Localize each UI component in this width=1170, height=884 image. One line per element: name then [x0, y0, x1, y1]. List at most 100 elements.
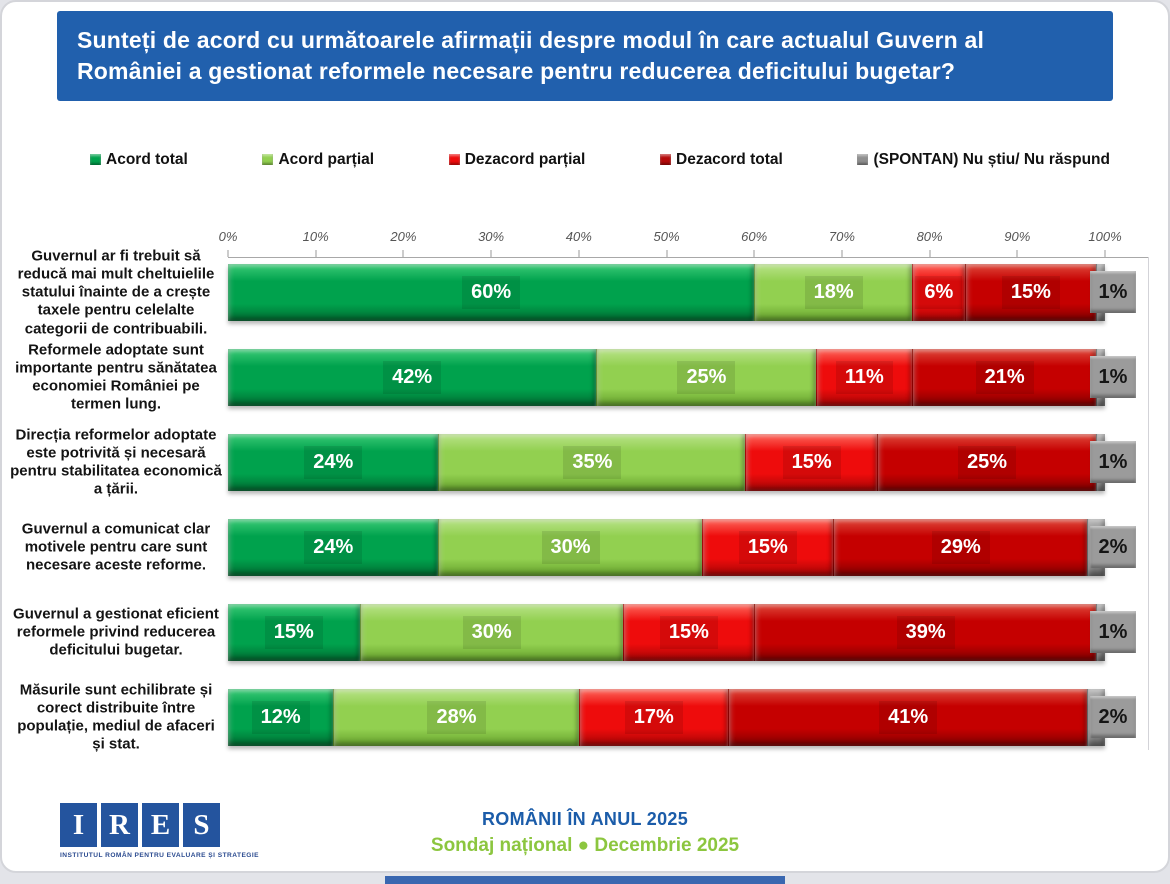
- overhang-value-label: 1%: [1090, 611, 1136, 653]
- axis-tick-mark: [315, 250, 317, 257]
- chart-row: Guvernul ar fi trebuit să reducă mai mul…: [0, 247, 1170, 337]
- segment-value-label: 12%: [251, 701, 310, 734]
- legend-swatch-icon: [448, 154, 460, 165]
- axis-tick-label: 90%: [1004, 229, 1031, 244]
- stacked-bar: 42% 25% 11% 21% 1%: [228, 349, 1136, 406]
- bar-segment: 15%: [745, 434, 877, 491]
- legend-item: Acord parțial: [262, 151, 374, 169]
- segment-value-label: 17%: [624, 701, 683, 734]
- bar-segment: 29%: [833, 519, 1088, 576]
- legend: Acord total Acord parțial Dezacord parți…: [90, 143, 1110, 177]
- bar-segment: 11%: [815, 349, 913, 406]
- axis-line: [228, 257, 1148, 258]
- legend-swatch-icon: [262, 154, 274, 165]
- segment-value-label: 30%: [462, 616, 521, 649]
- axis-tick-label: 0%: [218, 229, 238, 244]
- survey-title: ROMÂNII ÎN ANUL 2025: [481, 809, 689, 829]
- bar-segment: 25%: [596, 349, 816, 406]
- ires-logo-letter: E: [142, 803, 179, 847]
- axis-tick-label: 60%: [741, 229, 768, 244]
- legend-label: (SPONTAN) Nu știu/ Nu răspund: [873, 151, 1110, 168]
- bar-segment: 18%: [754, 264, 913, 321]
- legend-label: Acord total: [106, 151, 188, 168]
- category-label: Guvernul a comunicat clar motivele pentr…: [21, 520, 211, 574]
- segment-value-label: 35%: [563, 446, 622, 479]
- bar-segment: 24%: [228, 519, 439, 576]
- stacked-bar: 15% 30% 15% 39% 1%: [228, 604, 1136, 661]
- ires-logo-subtitle: INSTITUTUL ROMÂN PENTRU EVALUARE ȘI STRA…: [60, 852, 260, 859]
- bar-segment: 15%: [701, 519, 834, 576]
- segment-value-label: 60%: [462, 276, 521, 309]
- category-label: Reformele adoptate sunt importante pentr…: [15, 340, 217, 413]
- axis-tick-label: 30%: [478, 229, 505, 244]
- survey-subtitle: Sondaj național ● Decembrie 2025: [430, 835, 740, 856]
- axis-tick-mark: [929, 250, 931, 257]
- overhang-value-label: 1%: [1090, 356, 1136, 398]
- axis-tick-label: 80%: [916, 229, 943, 244]
- bar-segment: 12%: [228, 689, 334, 746]
- axis-tick-label: 20%: [390, 229, 417, 244]
- segment-value-label: 15%: [782, 446, 841, 479]
- bar-segment: 21%: [912, 349, 1097, 406]
- overhang-value-label: 2%: [1090, 696, 1136, 738]
- segment-value-label: 18%: [804, 276, 863, 309]
- axis-tick-mark: [1016, 250, 1018, 257]
- legend-item: Dezacord total: [660, 151, 783, 169]
- bar-segment: 30%: [359, 604, 623, 661]
- bar-segment: 60%: [228, 264, 755, 321]
- chart-row: Reformele adoptate sunt importante pentr…: [0, 341, 1170, 413]
- segment-value-label: 25%: [958, 446, 1017, 479]
- segment-value-label: 24%: [304, 531, 363, 564]
- bar-segment: 25%: [876, 434, 1097, 491]
- bar-segment: 17%: [578, 689, 728, 746]
- segment-value-label: 15%: [659, 616, 718, 649]
- legend-label: Acord parțial: [278, 151, 375, 168]
- legend-swatch-icon: [857, 154, 869, 165]
- axis-tick-mark: [578, 250, 580, 257]
- stacked-bar: 24% 30% 15% 29% 2%: [228, 519, 1136, 576]
- bar-segment: 28%: [333, 689, 579, 746]
- legend-swatch-icon: [90, 154, 101, 165]
- ires-logo-letter: R: [101, 803, 138, 847]
- legend-item: Acord total: [90, 151, 188, 169]
- overhang-value-label: 1%: [1090, 441, 1136, 483]
- bar-segment: 35%: [438, 434, 746, 491]
- stacked-bar: 24% 35% 15% 25% 1%: [228, 434, 1136, 491]
- segment-value-label: 30%: [541, 531, 600, 564]
- segment-value-label: 15%: [264, 616, 323, 649]
- segment-value-label: 6%: [915, 276, 963, 309]
- axis-tick-mark: [841, 250, 843, 257]
- axis-tick-mark: [1104, 250, 1106, 257]
- bar-segment: 39%: [754, 604, 1097, 661]
- axis-tick-mark: [402, 250, 404, 257]
- segment-value-label: 15%: [1001, 276, 1060, 309]
- title-bar: Sunteți de acord cu următoarele afirmați…: [57, 11, 1113, 101]
- segment-value-label: 41%: [879, 701, 938, 734]
- ires-logo-letter: I: [60, 803, 97, 847]
- category-label: Guvernul ar fi trebuit să reducă mai mul…: [17, 246, 215, 337]
- segment-value-label: 39%: [896, 616, 955, 649]
- axis-ticks: 0% 10% 20% 30% 40% 50% 60% 70% 80% 90% 100%: [219, 229, 1122, 247]
- overhang-value-label: 2%: [1090, 526, 1136, 568]
- segment-value-label: 29%: [931, 531, 990, 564]
- axis-tick-label: 70%: [828, 229, 855, 244]
- axis-tick-mark: [490, 250, 492, 257]
- segment-value-label: 42%: [383, 361, 442, 394]
- bar-segment: 15%: [228, 604, 360, 661]
- stacked-bar: 60% 18% 6% 15% 1%: [228, 264, 1136, 321]
- overhang-value-label: 1%: [1090, 271, 1136, 313]
- legend-label: Dezacord total: [676, 151, 783, 168]
- axis-tick-mark: [227, 250, 229, 257]
- segment-value-label: 15%: [738, 531, 797, 564]
- axis-tickmarks: [227, 250, 1106, 257]
- chart-row: Guvernul a gestionat eficient reformele …: [0, 604, 1170, 661]
- segment-value-label: 25%: [677, 361, 736, 394]
- ires-logo-letter: S: [183, 803, 220, 847]
- segment-value-label: 11%: [835, 361, 893, 394]
- legend-item: (SPONTAN) Nu știu/ Nu răspund: [857, 151, 1110, 169]
- chart-row: Direcția reformelor adoptate este potriv…: [0, 426, 1170, 498]
- category-label: Măsurile sunt echilibrate și corect dist…: [17, 680, 215, 753]
- bar-segment: 15%: [622, 604, 755, 661]
